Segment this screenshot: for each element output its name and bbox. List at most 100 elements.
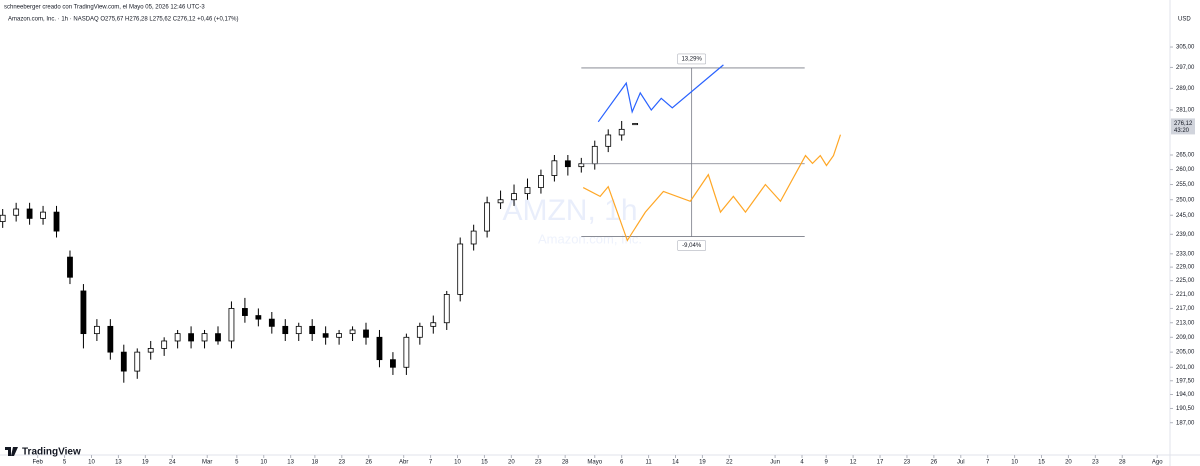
x-tick-label: 10 — [260, 460, 267, 466]
measure-label: 13,29% — [681, 57, 702, 63]
watermark-subtitle: Amazon.com, Inc. — [538, 231, 642, 246]
candle-body — [268, 318, 275, 327]
brand: TradingView — [22, 447, 81, 458]
x-tick-label: 7 — [429, 460, 433, 466]
last-price-label: 276,12 — [1174, 121, 1193, 127]
watermark: AMZN, 1h — [502, 194, 637, 227]
candle-body — [605, 134, 612, 147]
candle-body — [161, 340, 168, 349]
x-tick-label: Jul — [957, 460, 965, 466]
candle-body — [295, 325, 302, 335]
x-tick-label: 22 — [726, 460, 733, 466]
x-tick-label: 18 — [312, 460, 319, 466]
x-tick-label: 4 — [800, 460, 804, 466]
x-tick-label: Mayo — [587, 460, 602, 466]
candle-body — [309, 325, 316, 335]
x-tick-label: Jun — [770, 460, 780, 466]
x-tick-label: 13 — [115, 460, 122, 466]
candle-body — [215, 333, 221, 342]
candle-body — [336, 333, 342, 338]
last-price-box — [1171, 118, 1195, 135]
x-tick-label: 7 — [986, 460, 990, 466]
x-tick-label: 28 — [1119, 460, 1126, 466]
candle-body — [349, 329, 356, 335]
y-tick-label: 281,00 — [1176, 108, 1195, 114]
candle-body — [591, 145, 598, 165]
y-tick-label: 255,00 — [1176, 182, 1195, 188]
candle-body — [282, 325, 289, 335]
y-tick-label: 239,00 — [1176, 232, 1195, 238]
x-tick-label: 10 — [454, 460, 461, 466]
x-tick-label: 12 — [850, 460, 857, 466]
candle-body — [0, 214, 6, 222]
y-tick-label: 217,00 — [1176, 306, 1195, 312]
y-tick-label: 209,00 — [1176, 335, 1195, 341]
x-tick-label: 15 — [1038, 460, 1045, 466]
measure-label-box — [677, 240, 706, 251]
y-tick-label: 225,00 — [1176, 278, 1195, 284]
projection-line — [597, 64, 724, 123]
candle-body — [470, 230, 477, 245]
y-tick-label: 194,00 — [1176, 392, 1195, 398]
x-tick-label: 19 — [142, 460, 149, 466]
candle-body — [80, 290, 87, 335]
candle-body — [430, 322, 437, 327]
x-tick-label: 5 — [63, 460, 67, 466]
y-tick-label: 197,50 — [1176, 378, 1195, 384]
x-tick-label: 17 — [877, 460, 884, 466]
y-tick-label: 213,00 — [1176, 320, 1195, 326]
y-tick-label: 187,00 — [1176, 420, 1195, 426]
candle-body — [40, 211, 46, 219]
candle-body — [26, 208, 33, 219]
candle-body — [93, 325, 100, 335]
candle-body — [174, 333, 181, 342]
candle-body — [134, 351, 141, 372]
candle-body — [551, 160, 558, 176]
candle-body — [416, 325, 423, 338]
x-tick-label: Mar — [202, 460, 212, 466]
x-tick-label: 13 — [287, 460, 294, 466]
candle-body — [376, 336, 383, 361]
candle-body — [67, 256, 73, 278]
countdown: 43:20 — [1174, 128, 1190, 134]
candle-body — [484, 202, 491, 232]
y-tick-label: 201,00 — [1176, 365, 1195, 371]
candle-body — [443, 294, 450, 324]
projection-line — [582, 134, 842, 242]
brand-logo — [5, 447, 18, 456]
candle-body — [363, 329, 369, 338]
x-tick-label: 24 — [169, 460, 176, 466]
candle-body — [322, 333, 329, 338]
x-tick-label: 11 — [645, 460, 652, 466]
candle-body — [632, 123, 639, 126]
x-tick-label: 28 — [562, 460, 569, 466]
x-tick-label: 9 — [825, 460, 829, 466]
y-tick-label: 190,50 — [1176, 406, 1195, 412]
x-tick-label: 26 — [931, 460, 938, 466]
x-tick-label: 19 — [699, 460, 706, 466]
x-tick-label: 23 — [1092, 460, 1099, 466]
x-tick-label: 20 — [1065, 460, 1072, 466]
measure-label: -9,04% — [682, 243, 702, 249]
candle-body — [53, 211, 60, 232]
y-tick-label: 265,00 — [1176, 153, 1195, 159]
candle-body — [120, 351, 127, 372]
candle-body — [242, 308, 248, 316]
candle-body — [147, 347, 154, 353]
x-tick-label: 20 — [508, 460, 515, 466]
measure-label-box — [677, 53, 706, 65]
y-tick-label: 245,00 — [1176, 213, 1195, 219]
candle-body — [255, 315, 262, 320]
y-tick-label: 229,00 — [1176, 265, 1195, 271]
x-tick-label: 5 — [235, 460, 239, 466]
candle-body — [524, 187, 531, 195]
x-tick-label: 15 — [481, 460, 488, 466]
y-tick-label: 221,00 — [1176, 292, 1195, 298]
x-tick-label: 10 — [88, 460, 95, 466]
x-tick-label: 6 — [620, 460, 624, 466]
x-tick-label: Abr — [399, 460, 408, 466]
y-tick-label: 289,00 — [1176, 86, 1195, 92]
candle-body — [457, 243, 464, 295]
credit: schneeberger creado con TradingView.com,… — [4, 5, 205, 11]
x-tick-label: 14 — [672, 460, 679, 466]
